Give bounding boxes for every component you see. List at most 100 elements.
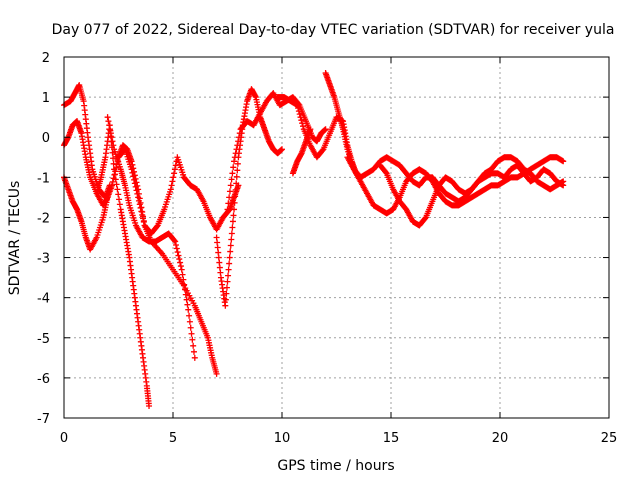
data-point-marker xyxy=(234,142,241,149)
data-point-marker xyxy=(129,169,136,176)
data-point-marker xyxy=(230,212,237,219)
data-point-marker xyxy=(182,291,189,298)
data-point-marker xyxy=(216,259,223,266)
data-point-marker xyxy=(216,264,223,271)
data-point-marker xyxy=(132,183,139,190)
data-point-marker xyxy=(110,155,117,162)
data-point-marker xyxy=(222,296,229,303)
data-point-marker xyxy=(215,249,222,256)
data-point-marker xyxy=(186,312,193,319)
data-point-marker xyxy=(183,296,190,303)
y-tick-label: -2 xyxy=(37,211,50,226)
data-point-marker xyxy=(422,215,429,222)
data-point-marker xyxy=(279,146,285,153)
data-point-marker xyxy=(227,248,234,255)
grid-lines xyxy=(64,57,609,418)
data-point-marker xyxy=(109,138,116,145)
data-point-marker xyxy=(560,158,567,165)
y-tick-label: -3 xyxy=(37,252,50,267)
data-point-marker xyxy=(190,348,197,355)
data-point-marker xyxy=(171,166,178,173)
data-point-marker xyxy=(228,176,235,183)
series-trace-13 xyxy=(377,154,567,229)
data-point-marker xyxy=(179,271,186,278)
series-trace-4 xyxy=(93,122,153,409)
x-tick-label: 10 xyxy=(274,431,291,446)
data-point-marker xyxy=(108,182,115,189)
data-point-marker xyxy=(181,281,188,288)
y-tick-label: -4 xyxy=(37,292,50,307)
data-point-marker xyxy=(231,206,238,213)
data-point-marker xyxy=(107,126,114,133)
data-point-marker xyxy=(169,178,176,185)
data-point-marker xyxy=(232,186,239,193)
data-point-marker xyxy=(236,130,243,137)
data-point-marker xyxy=(175,252,182,259)
data-point-marker xyxy=(113,181,120,188)
data-point-marker xyxy=(299,120,306,127)
data-point-marker xyxy=(135,194,142,201)
series-trace-10 xyxy=(289,126,314,177)
data-point-marker xyxy=(111,166,118,173)
data-point-marker xyxy=(190,342,197,349)
data-point-marker xyxy=(227,182,234,189)
data-point-marker xyxy=(107,130,114,137)
data-point-marker xyxy=(222,302,229,309)
data-point-marker xyxy=(181,286,188,293)
y-axis-tick-labels: -7 -6 -5 -4 -3 -2 -1 0 1 2 xyxy=(37,51,50,427)
data-point-marker xyxy=(298,117,305,124)
data-point-marker xyxy=(146,402,153,409)
data-point-marker xyxy=(217,269,224,276)
y-tick-label: -5 xyxy=(37,332,50,347)
data-point-marker xyxy=(307,126,314,133)
y-tick-label: 0 xyxy=(42,131,50,146)
data-point-marker xyxy=(110,160,117,167)
data-point-marker xyxy=(294,102,301,109)
data-point-marker xyxy=(140,218,147,225)
data-point-marker xyxy=(233,146,240,153)
data-point-marker xyxy=(214,239,221,246)
data-point-marker xyxy=(560,178,567,185)
data-point-marker xyxy=(233,173,240,180)
data-point-marker xyxy=(139,211,146,218)
data-point-marker xyxy=(185,306,192,313)
data-point-marker xyxy=(174,249,181,256)
data-point-marker xyxy=(296,111,303,118)
x-tick-label: 20 xyxy=(492,431,509,446)
data-point-marker xyxy=(228,236,235,243)
data-point-marker xyxy=(213,370,220,377)
series-trace-12 xyxy=(344,154,567,217)
data-point-marker xyxy=(135,197,142,204)
chart-title: Day 077 of 2022, Sidereal Day-to-day VTE… xyxy=(52,22,615,38)
data-point-marker xyxy=(233,180,240,187)
data-point-marker xyxy=(112,176,119,183)
data-point-marker xyxy=(226,194,233,201)
data-point-marker xyxy=(295,108,302,115)
data-point-marker xyxy=(225,266,232,273)
data-point-marker xyxy=(230,164,237,171)
data-point-marker xyxy=(137,204,144,211)
x-axis-label: GPS time / hours xyxy=(277,458,394,474)
data-point-marker xyxy=(213,234,220,241)
data-point-marker xyxy=(180,276,187,283)
data-point-marker xyxy=(172,238,179,245)
axis-ticks xyxy=(63,56,610,419)
data-point-marker xyxy=(215,254,222,261)
y-tick-label: -6 xyxy=(37,372,50,387)
x-tick-label: 25 xyxy=(601,431,618,446)
data-point-marker xyxy=(229,224,236,231)
data-point-marker xyxy=(176,256,183,263)
data-point-marker xyxy=(188,330,195,337)
data-point-marker xyxy=(136,201,143,208)
data-point-marker xyxy=(235,138,242,145)
data-point-marker xyxy=(138,208,145,215)
data-point-marker xyxy=(114,186,121,193)
data-point-marker xyxy=(134,190,141,197)
data-point-marker xyxy=(299,123,306,130)
data-point-marker xyxy=(231,158,238,165)
plot-frame xyxy=(63,56,610,419)
data-point-marker xyxy=(172,242,179,249)
data-point-marker xyxy=(189,336,196,343)
data-point-marker xyxy=(382,169,389,176)
x-tick-label: 15 xyxy=(383,431,400,446)
